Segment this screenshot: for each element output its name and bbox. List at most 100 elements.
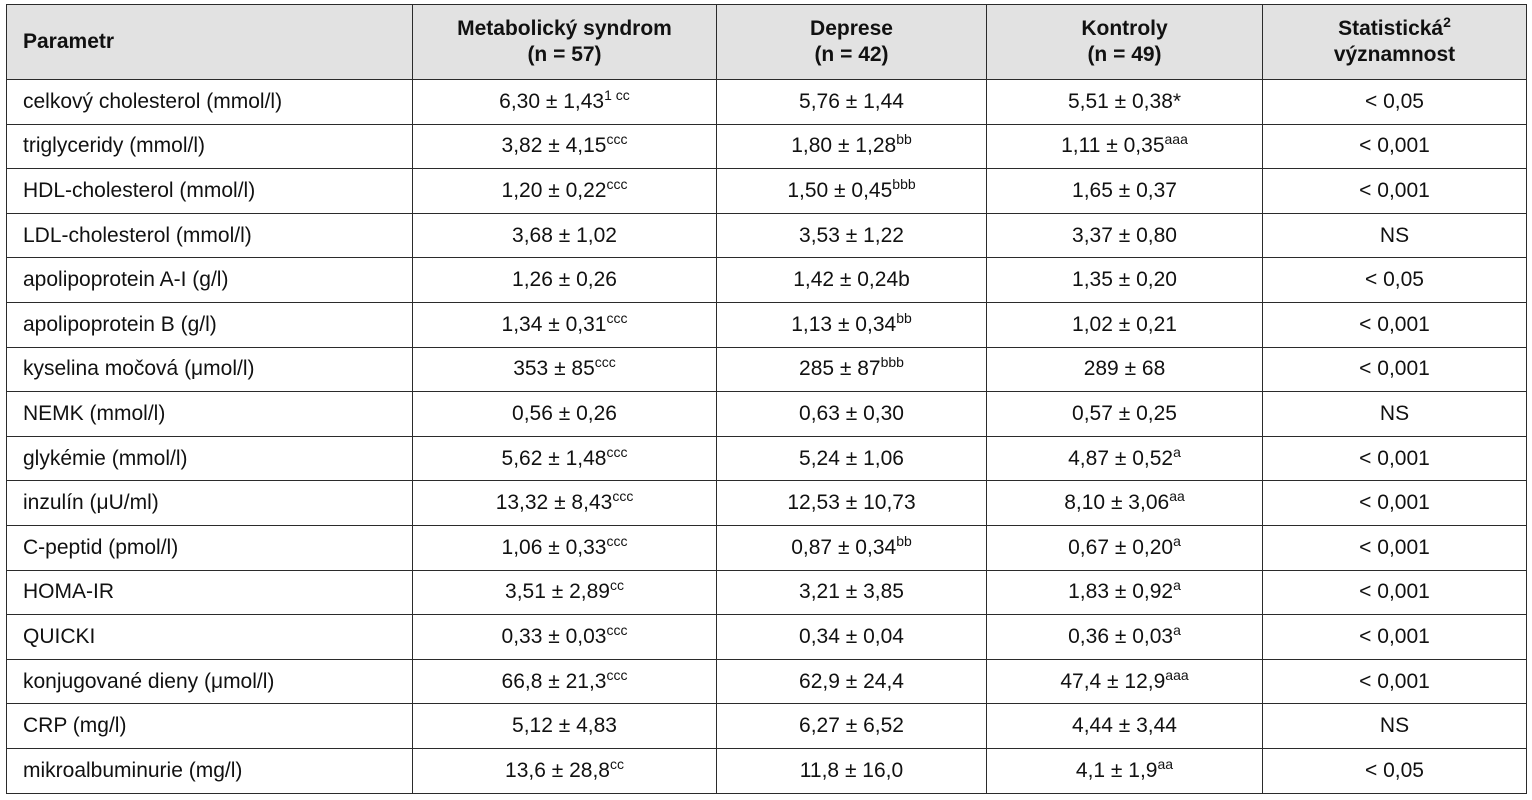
parameter-label: NEMK (mmol/l)	[23, 401, 166, 425]
ms-value: 66,8 ± 21,3	[501, 669, 607, 693]
dep-value: 6,27 ± 6,52	[799, 714, 904, 738]
stat-value: < 0,001	[1359, 669, 1430, 693]
table-row: mikroalbuminurie (mg/l) 13,6 ± 28,8cc 11…	[6, 747, 1527, 794]
cell-parameter: konjugované dieny (μmol/l)	[6, 658, 413, 705]
parameter-label: mikroalbuminurie (mg/l)	[23, 758, 243, 782]
cell-depression: 0,87 ± 0,34bb	[716, 524, 987, 571]
parameter-label: CRP (mg/l)	[23, 714, 127, 738]
cell-metabolic-syndrome: 6,30 ± 1,431 cc	[412, 79, 717, 125]
dep-value: 1,13 ± 0,34	[791, 312, 897, 336]
dep-value: 3,21 ± 3,85	[799, 580, 904, 604]
cell-depression: 5,76 ± 1,44	[716, 79, 987, 125]
ctrl-value: 4,87 ± 0,52	[1068, 446, 1174, 470]
table-row: HOMA-IR 3,51 ± 2,89cc 3,21 ± 3,85 1,83 ±…	[6, 569, 1527, 616]
ctrl-value: 8,10 ± 3,06	[1064, 491, 1170, 515]
cell-controls: 4,1 ± 1,9aa	[986, 747, 1263, 794]
header-ms-title: Metabolický syndrom	[457, 17, 672, 40]
ctrl-value: 1,65 ± 0,37	[1072, 178, 1177, 202]
ms-footnote: ccc	[594, 354, 616, 371]
cell-controls: 1,83 ± 0,92a	[986, 569, 1263, 616]
cell-controls: 0,57 ± 0,25	[986, 391, 1263, 437]
ms-value: 0,33 ± 0,03	[501, 624, 607, 648]
table-row: kyselina močová (μmol/l) 353 ± 85ccc 285…	[6, 346, 1527, 393]
cell-depression: 5,24 ± 1,06	[716, 435, 987, 482]
parameter-label: QUICKI	[23, 624, 96, 648]
ms-footnote: ccc	[606, 443, 628, 460]
stat-value: < 0,001	[1359, 624, 1430, 648]
ms-footnote: cc	[609, 755, 624, 772]
ms-footnote: cc	[609, 577, 624, 594]
header-dep-title: Deprese	[810, 17, 893, 40]
cell-controls: 0,36 ± 0,03a	[986, 614, 1263, 660]
parameter-label: kyselina močová (μmol/l)	[23, 357, 255, 381]
stat-value: < 0,001	[1359, 134, 1430, 158]
ctrl-footnote: a	[1173, 443, 1181, 460]
dep-value: 12,53 ± 10,73	[787, 491, 916, 515]
cell-controls: 289 ± 68	[986, 346, 1263, 393]
parameter-label: HOMA-IR	[23, 580, 114, 604]
table-row: glykémie (mmol/l) 5,62 ± 1,48ccc 5,24 ± …	[6, 435, 1527, 482]
cell-significance: NS	[1262, 391, 1527, 437]
table-row: HDL-cholesterol (mmol/l) 1,20 ± 0,22ccc …	[6, 168, 1527, 214]
header-row: Parametr Metabolický syndrom (n = 57) De…	[6, 4, 1527, 80]
header-ctrl-count: (n = 49)	[1087, 43, 1162, 66]
ms-value: 5,12 ± 4,83	[512, 714, 617, 738]
dep-value: 3,53 ± 1,22	[799, 223, 904, 247]
cell-depression: 285 ± 87bbb	[716, 346, 987, 393]
ms-footnote: ccc	[606, 666, 628, 683]
ms-value: 1,20 ± 0,22	[501, 178, 607, 202]
dep-footnote: bbb	[880, 354, 904, 371]
cell-significance: < 0,001	[1262, 346, 1527, 393]
cell-metabolic-syndrome: 13,32 ± 8,43ccc	[412, 480, 717, 526]
dep-value: 0,34 ± 0,04	[799, 624, 904, 648]
cell-metabolic-syndrome: 13,6 ± 28,8cc	[412, 747, 717, 794]
ms-value: 5,62 ± 1,48	[501, 446, 607, 470]
stat-value: < 0,001	[1359, 535, 1430, 559]
cell-significance: < 0,001	[1262, 480, 1527, 526]
ctrl-footnote: aaa	[1164, 131, 1188, 148]
table-row: apolipoprotein B (g/l) 1,34 ± 0,31ccc 1,…	[6, 301, 1527, 348]
ctrl-footnote: a	[1173, 621, 1181, 638]
cell-parameter: apolipoprotein B (g/l)	[6, 301, 413, 348]
ctrl-value: 1,83 ± 0,92	[1068, 580, 1174, 604]
cell-metabolic-syndrome: 1,34 ± 0,31ccc	[412, 301, 717, 348]
cell-depression: 6,27 ± 6,52	[716, 703, 987, 749]
ctrl-value: 5,51 ± 0,38*	[1067, 89, 1182, 113]
ms-value: 13,32 ± 8,43	[495, 491, 613, 515]
ctrl-value: 47,4 ± 12,9	[1060, 669, 1166, 693]
cell-depression: 1,50 ± 0,45bbb	[716, 168, 987, 214]
ms-value: 1,06 ± 0,33	[501, 535, 607, 559]
cell-depression: 1,13 ± 0,34bb	[716, 301, 987, 348]
header-parametr: Parametr	[6, 4, 413, 80]
parameter-label: apolipoprotein A-I (g/l)	[23, 268, 229, 292]
cell-parameter: apolipoprotein A-I (g/l)	[6, 257, 413, 303]
stat-value: < 0,001	[1359, 446, 1430, 470]
stat-value: < 0,001	[1359, 357, 1430, 381]
cell-significance: < 0,001	[1262, 569, 1527, 616]
ctrl-value: 0,36 ± 0,03	[1068, 624, 1174, 648]
cell-depression: 11,8 ± 16,0	[716, 747, 987, 794]
header-stat-subtitle: významnost	[1333, 43, 1456, 66]
cell-depression: 1,42 ± 0,24b	[716, 257, 987, 303]
parameter-label: inzulín (μU/ml)	[23, 491, 159, 515]
stat-value: < 0,001	[1359, 491, 1430, 515]
cell-controls: 8,10 ± 3,06aa	[986, 480, 1263, 526]
dep-footnote: bb	[896, 532, 912, 549]
cell-significance: < 0,05	[1262, 79, 1527, 125]
cell-controls: 1,35 ± 0,20	[986, 257, 1263, 303]
table-row: CRP (mg/l) 5,12 ± 4,83 6,27 ± 6,52 4,44 …	[6, 703, 1527, 749]
cell-controls: 47,4 ± 12,9aaa	[986, 658, 1263, 705]
ctrl-value: 4,1 ± 1,9	[1075, 758, 1158, 782]
parameter-label: HDL-cholesterol (mmol/l)	[23, 178, 256, 202]
stat-value: < 0,05	[1365, 268, 1424, 292]
cell-parameter: glykémie (mmol/l)	[6, 435, 413, 482]
cell-significance: NS	[1262, 212, 1527, 259]
cell-metabolic-syndrome: 1,26 ± 0,26	[412, 257, 717, 303]
cell-parameter: NEMK (mmol/l)	[6, 391, 413, 437]
cell-metabolic-syndrome: 0,56 ± 0,26	[412, 391, 717, 437]
cell-significance: < 0,001	[1262, 435, 1527, 482]
cell-depression: 0,34 ± 0,04	[716, 614, 987, 660]
dep-value: 1,42 ± 0,24b	[793, 268, 910, 292]
table-row: konjugované dieny (μmol/l) 66,8 ± 21,3cc…	[6, 658, 1527, 705]
